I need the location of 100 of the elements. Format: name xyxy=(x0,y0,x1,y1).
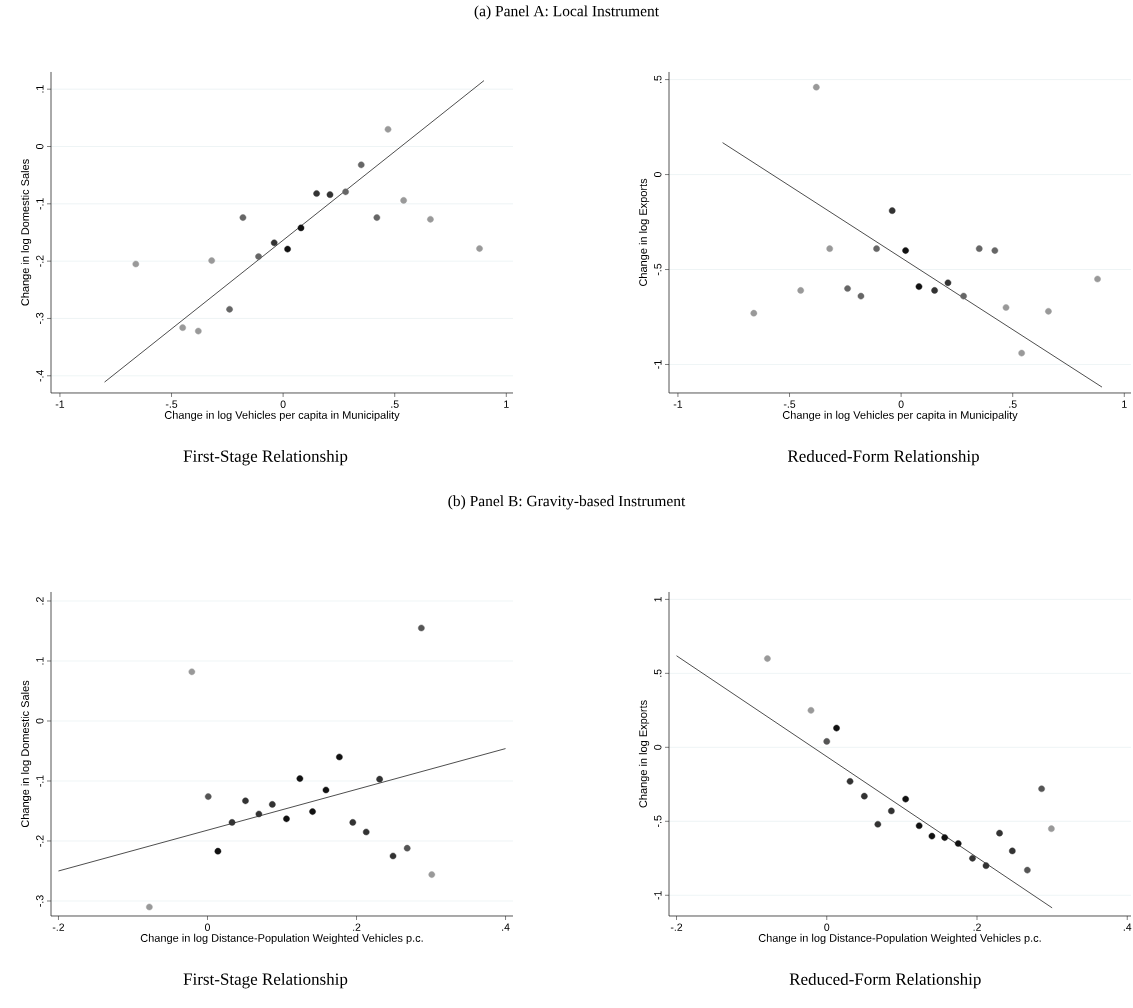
point xyxy=(902,795,909,803)
point xyxy=(826,245,833,252)
point xyxy=(982,862,990,869)
point xyxy=(954,840,962,847)
text: First-Stage Relationship xyxy=(183,972,348,989)
y-tick-label: -.2 xyxy=(36,835,44,847)
point xyxy=(297,224,305,232)
y-axis-title: Change in log Domestic Sales xyxy=(20,680,32,828)
point xyxy=(255,810,263,818)
point xyxy=(1094,275,1101,283)
x-axis-title: Change in log Distance-Population Weighted Vehicles p.c. xyxy=(758,933,1041,945)
point xyxy=(944,279,952,287)
point xyxy=(269,801,276,808)
x-axis-title: Change in log Vehicles per capita in Municipality xyxy=(164,410,400,422)
point xyxy=(400,197,407,204)
point xyxy=(476,245,483,252)
y-tick-label: -.1 xyxy=(36,198,44,210)
y-tick-label: 0 xyxy=(654,172,662,178)
point xyxy=(833,724,840,732)
x-tick-label: .2 xyxy=(973,923,981,931)
x-tick-label: .5 xyxy=(1009,400,1017,408)
point xyxy=(283,815,290,823)
point xyxy=(1009,847,1016,855)
point xyxy=(873,245,880,252)
point xyxy=(296,775,304,782)
y-tick-label: .1 xyxy=(36,657,44,665)
point xyxy=(242,797,249,805)
y-axis-title: Change in log Exports xyxy=(638,178,650,287)
y-tick-label: -.4 xyxy=(36,369,44,382)
point xyxy=(313,190,320,197)
point xyxy=(888,207,896,214)
point xyxy=(342,188,349,196)
point xyxy=(861,792,868,800)
point xyxy=(188,668,196,676)
y-tick-label: .5 xyxy=(654,75,662,84)
point xyxy=(349,819,357,826)
y-tick-label: 0 xyxy=(36,144,44,150)
point xyxy=(336,753,343,761)
point xyxy=(823,738,831,745)
point xyxy=(1024,866,1031,874)
point xyxy=(384,126,392,133)
point xyxy=(389,852,397,860)
y-tick-label: 0 xyxy=(36,718,44,724)
y-axis-title: Change in log Exports xyxy=(638,700,650,808)
point xyxy=(195,327,202,335)
point xyxy=(846,778,854,785)
point xyxy=(931,287,938,294)
x-tick-label: -1 xyxy=(673,400,683,408)
y-tick-label: .5 xyxy=(654,669,662,677)
y-tick-label: .1 xyxy=(36,85,44,93)
point xyxy=(797,287,804,294)
text: (a) Panel A: Local Instrument xyxy=(474,5,659,20)
point xyxy=(844,285,851,292)
point xyxy=(376,775,383,783)
text: First-Stage Relationship xyxy=(183,449,348,466)
point xyxy=(874,820,882,828)
point xyxy=(1048,825,1055,832)
x-tick-label: -1 xyxy=(55,400,65,408)
point xyxy=(309,808,316,815)
x-axis-title: Change in log Distance-Population Weighted Vehicles p.c. xyxy=(140,933,423,945)
point xyxy=(270,239,278,247)
x-tick-label: 1 xyxy=(1122,400,1127,408)
x-tick-label: 0 xyxy=(824,923,830,931)
point xyxy=(888,807,895,815)
x-tick-label: .4 xyxy=(1123,923,1132,931)
x-tick-label: .4 xyxy=(502,923,510,931)
point xyxy=(373,214,381,221)
point xyxy=(403,844,411,852)
point xyxy=(204,793,212,800)
point xyxy=(284,245,291,253)
point xyxy=(991,247,999,254)
point xyxy=(1038,785,1045,793)
point xyxy=(427,216,434,223)
point xyxy=(428,871,436,878)
y-tick-label: -.3 xyxy=(36,312,44,325)
y-tick-label: -1 xyxy=(654,891,662,900)
point xyxy=(1002,304,1010,311)
point xyxy=(996,829,1003,837)
x-tick-label: .2 xyxy=(353,923,361,931)
point xyxy=(362,828,370,836)
x-tick-label: -.5 xyxy=(165,400,178,408)
text: (b) Panel B: Gravity-based Instrument xyxy=(448,495,686,510)
point xyxy=(255,253,262,260)
point xyxy=(146,903,153,911)
point xyxy=(750,309,758,317)
y-axis-title: Change in log Domestic Sales xyxy=(20,159,32,306)
point xyxy=(208,257,215,264)
y-tick-label: -.2 xyxy=(36,255,44,267)
point xyxy=(764,655,771,662)
x-tick-label: 0 xyxy=(280,400,286,408)
x-tick-label: 0 xyxy=(898,400,904,408)
y-tick-label: 0 xyxy=(654,744,662,750)
y-tick-label: .2 xyxy=(36,597,44,605)
point xyxy=(941,834,948,841)
x-tick-label: -.2 xyxy=(670,923,683,931)
point xyxy=(322,786,330,794)
x-axis-title: Change in log Vehicles per capita in Municipality xyxy=(782,410,1018,422)
point xyxy=(975,245,983,252)
point xyxy=(960,292,967,300)
x-tick-label: -.5 xyxy=(783,400,796,408)
